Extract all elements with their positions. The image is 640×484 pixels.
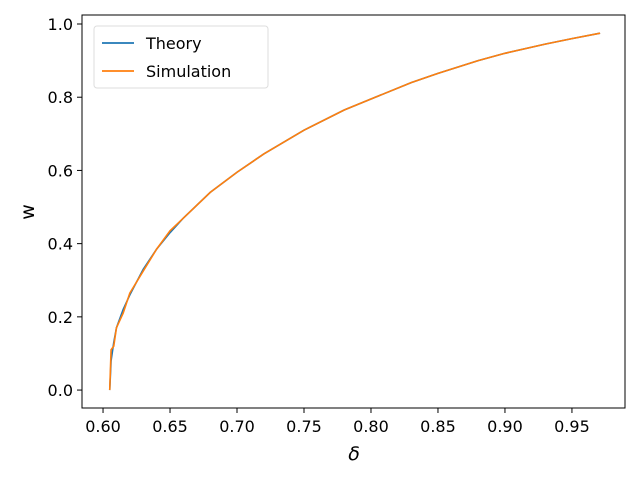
legend-label: Simulation bbox=[146, 62, 231, 81]
plot-frame bbox=[81, 14, 626, 409]
x-tick-label: 0.80 bbox=[353, 417, 389, 436]
x-axis-label: δ bbox=[348, 443, 360, 465]
legend-label: Theory bbox=[145, 34, 202, 53]
y-tick-label: 0.0 bbox=[48, 381, 73, 400]
y-tick-label: 0.4 bbox=[48, 235, 73, 254]
x-tick-label: 0.95 bbox=[554, 417, 590, 436]
x-tick-label: 0.60 bbox=[85, 417, 121, 436]
x-tick-label: 0.90 bbox=[487, 417, 523, 436]
x-tick-label: 0.70 bbox=[219, 417, 255, 436]
x-tick-label: 0.85 bbox=[420, 417, 456, 436]
y-tick-label: 1.0 bbox=[48, 15, 73, 34]
y-tick-label: 0.8 bbox=[48, 88, 73, 107]
y-tick-label: 0.6 bbox=[48, 161, 73, 180]
y-tick-label: 0.2 bbox=[48, 308, 73, 327]
series-line bbox=[108, 32, 601, 391]
x-tick-label: 0.65 bbox=[152, 417, 188, 436]
legend-box bbox=[93, 25, 269, 89]
x-tick-label: 0.75 bbox=[286, 417, 322, 436]
y-axis-label: w bbox=[17, 204, 39, 220]
